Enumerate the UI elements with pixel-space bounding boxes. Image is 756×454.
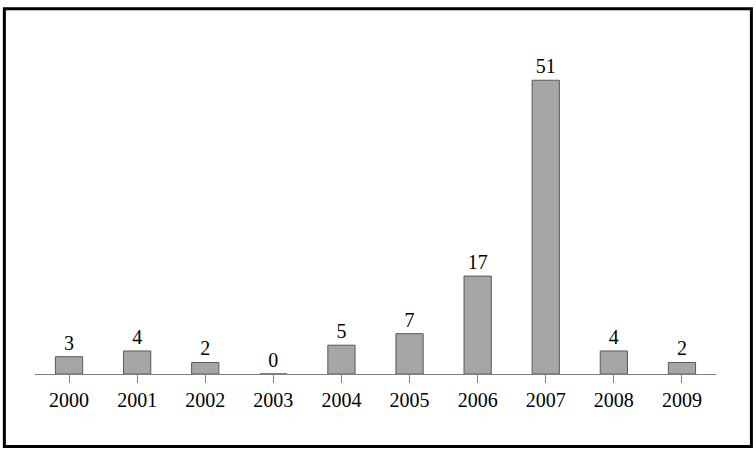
svg-text:51: 51 [536,55,556,77]
svg-text:5: 5 [336,320,346,342]
svg-text:4: 4 [609,326,619,348]
svg-text:2008: 2008 [594,389,634,411]
svg-text:0: 0 [268,349,278,371]
svg-text:2: 2 [677,337,687,359]
svg-text:2002: 2002 [185,389,225,411]
svg-text:2007: 2007 [526,389,566,411]
svg-text:2000: 2000 [49,389,89,411]
svg-text:17: 17 [468,251,488,273]
svg-text:2005: 2005 [390,389,430,411]
svg-text:3: 3 [64,332,74,354]
svg-text:4: 4 [132,326,142,348]
svg-text:2003: 2003 [253,389,293,411]
svg-text:2004: 2004 [321,389,361,411]
svg-text:7: 7 [405,309,415,331]
svg-text:2009: 2009 [662,389,702,411]
svg-text:2: 2 [200,337,210,359]
svg-text:2001: 2001 [117,389,157,411]
svg-text:2006: 2006 [458,389,498,411]
